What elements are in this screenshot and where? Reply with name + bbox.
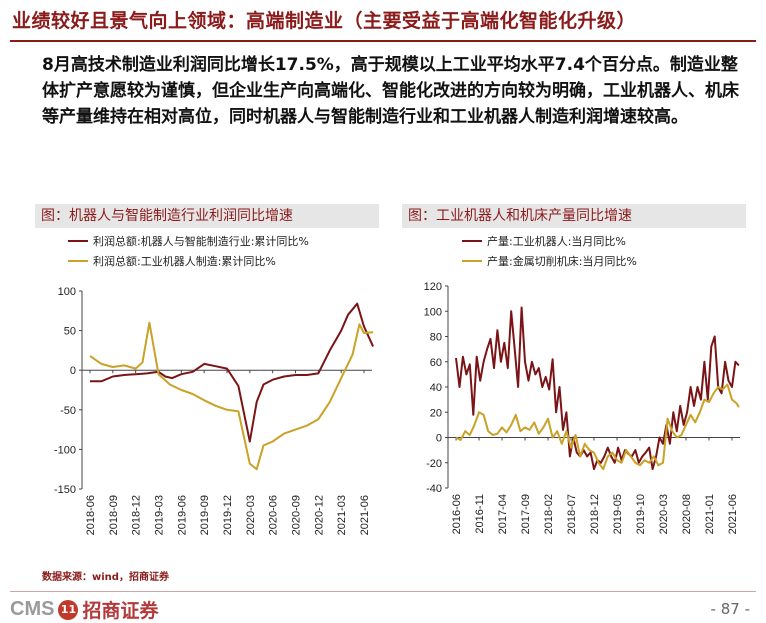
x-tick-label: 2019-03 <box>153 495 165 535</box>
page-number: - 87 - <box>710 600 750 618</box>
legend-label-0: 利润总额:机器人与智能制造行业:累计同比% <box>93 234 309 248</box>
series-line-0 <box>455 306 740 471</box>
series-line-1 <box>455 383 740 471</box>
y-tick-label: 0 <box>436 433 442 445</box>
y-tick-label: 120 <box>424 281 442 293</box>
x-tick-label: 2017-04 <box>497 494 509 534</box>
x-tick-label: 2019-06 <box>176 495 188 535</box>
y-tick-label: 40 <box>430 382 442 394</box>
x-tick-label: 2017-09 <box>520 494 532 534</box>
x-tick-label: 2019-12 <box>222 495 234 535</box>
legend-label-1: 产量:金属切削机床:当月同比% <box>487 254 637 268</box>
x-tick-label: 2020-08 <box>681 494 693 534</box>
data-source: 数据来源：wind，招商证券 <box>42 572 169 583</box>
legend-label-1: 利润总额:工业机器人制造:累计同比% <box>93 254 276 268</box>
x-tick-label: 2018-06 <box>85 495 97 535</box>
x-tick-label: 2018-12 <box>589 494 601 534</box>
x-tick-label: 2021-01 <box>704 494 716 534</box>
x-tick-label: 2018-02 <box>543 494 555 534</box>
brand-logo: CMS 11 招商证券 <box>10 596 158 623</box>
x-tick-label: 2018-07 <box>566 494 578 534</box>
chart2-title: 图：工业机器人和机床产量同比增速 <box>402 204 746 228</box>
x-tick-label: 2019-05 <box>612 494 624 534</box>
page-title: 业绩较好且景气向上领域：高端制造业（主要受益于高端化智能化升级） <box>12 10 637 32</box>
y-tick-label: 100 <box>58 286 76 298</box>
chart1-title: 图：机器人与智能制造行业利润同比增速 <box>35 204 379 228</box>
x-tick-label: 2020-06 <box>268 495 280 535</box>
y-tick-label: 100 <box>424 306 442 318</box>
y-tick-label: 50 <box>64 326 76 338</box>
x-tick-label: 2020-03 <box>245 495 257 535</box>
y-tick-label: -150 <box>54 484 76 496</box>
x-tick-label: 2021-03 <box>336 495 348 535</box>
x-tick-label: 2021-06 <box>727 494 739 534</box>
y-tick-label: -40 <box>426 483 442 495</box>
y-tick-label: -100 <box>54 444 76 456</box>
y-tick-label: 80 <box>430 332 442 344</box>
x-tick-label: 2020-03 <box>658 494 670 534</box>
x-tick-label: 2019-09 <box>199 495 211 535</box>
logo-badge-icon: 11 <box>58 599 79 620</box>
legend-label-0: 产量:工业机器人:当月同比% <box>487 234 626 248</box>
x-tick-label: 2018-12 <box>131 495 143 535</box>
x-tick-label: 2021-06 <box>359 495 371 535</box>
y-tick-label: 0 <box>70 365 76 377</box>
series-line-1 <box>89 321 374 471</box>
x-tick-label: 2016-11 <box>474 494 486 534</box>
y-tick-label: -20 <box>426 458 442 470</box>
x-tick-label: 2020-12 <box>313 495 325 535</box>
summary-paragraph: 8月高技术制造业利润同比增长17.5%，高于规模以上工业平均水平7.4个百分点。… <box>42 55 739 127</box>
x-tick-label: 2019-10 <box>635 494 647 534</box>
series-line-0 <box>90 302 375 443</box>
footer-divider <box>10 591 756 592</box>
x-tick-label: 2020-09 <box>291 495 303 535</box>
title-divider <box>10 40 756 42</box>
logo-company-name: 招商证券 <box>82 600 159 622</box>
y-tick-label: -50 <box>60 405 76 417</box>
logo-text: CMS <box>10 598 55 620</box>
x-tick-label: 2018-09 <box>108 495 120 535</box>
y-tick-label: 20 <box>430 407 442 419</box>
x-tick-label: 2016-06 <box>451 494 463 534</box>
y-tick-label: 60 <box>430 357 442 369</box>
